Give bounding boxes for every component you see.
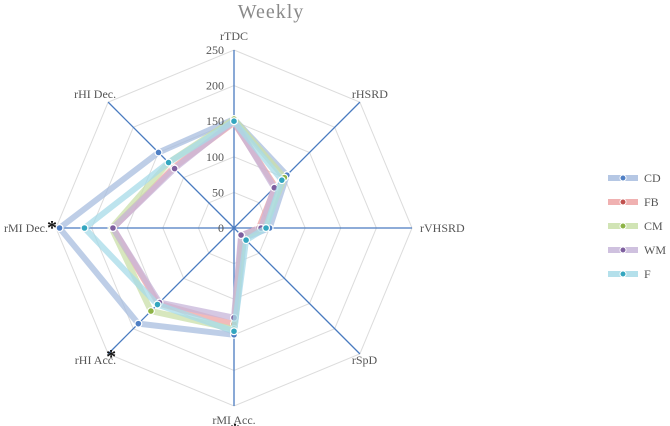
tick-label: 250 xyxy=(206,43,224,57)
legend-item-f: F xyxy=(608,267,651,281)
point-f-rtdc xyxy=(230,117,239,126)
point-cm-rhi-acc xyxy=(146,307,155,316)
legend-label: WM xyxy=(644,243,666,257)
legend-marker xyxy=(619,222,627,230)
tick-label: 150 xyxy=(206,114,224,128)
legend-label: F xyxy=(644,267,651,281)
legend-marker xyxy=(619,174,627,182)
point-f-rmi-acc xyxy=(230,327,239,336)
series-f xyxy=(80,117,286,336)
legend-marker xyxy=(619,246,627,254)
point-f-rhi-acc xyxy=(153,300,162,309)
legend-marker xyxy=(619,270,627,278)
significance-marker: * xyxy=(106,346,116,368)
point-cd-rhi-dec xyxy=(154,148,163,157)
significance-marker: * xyxy=(230,420,240,426)
legend-item-fb: FB xyxy=(608,195,659,209)
tick-label: 200 xyxy=(206,79,224,93)
axis-label-rhsrd: rHSRD xyxy=(352,87,388,101)
chart-title: Weekly xyxy=(238,1,305,23)
point-wm-rmi-dec xyxy=(108,224,117,233)
point-cd-rhi-acc xyxy=(134,319,143,328)
point-wm-rhi-dec xyxy=(170,164,179,173)
point-f-rhsrd xyxy=(277,176,286,185)
point-wm-rspd xyxy=(237,231,246,240)
series-layer xyxy=(55,115,291,339)
axis-label-rtdc: rTDC xyxy=(220,29,248,43)
point-f-rvhsrd xyxy=(262,224,271,233)
point-f-rspd xyxy=(242,236,251,245)
axis-label-rmi-dec: rMI Dec. xyxy=(4,221,48,235)
legend-item-wm: WM xyxy=(608,243,666,257)
tick-label: 50 xyxy=(212,185,224,199)
spoke-rspd xyxy=(233,227,361,355)
axis-label-rspd: rSpD xyxy=(352,353,378,367)
legend-item-cd: CD xyxy=(608,171,661,185)
axis-label-rhi-acc: rHI Acc. xyxy=(75,353,116,367)
legend: CD FB CM WM F xyxy=(608,171,666,281)
point-f-rmi-dec xyxy=(80,224,89,233)
legend-label: FB xyxy=(644,195,659,209)
axis-label-rvhsrd: rVHSRD xyxy=(420,221,465,235)
axis-label-rmi-acc: rMI Acc. xyxy=(212,413,255,426)
legend-marker xyxy=(619,198,627,206)
legend-label: CD xyxy=(644,171,661,185)
radial-tick-labels: 0 50 100 150 200 250 xyxy=(206,43,224,235)
spoke-rhsrd xyxy=(233,101,361,229)
point-cd-rmi-dec xyxy=(55,224,64,233)
axis-label-rhi-dec: rHI Dec. xyxy=(74,87,116,101)
axis-labels: rTDC rHSRD rVHSRD rSpD rMI Acc. rHI Acc. rMI D… xyxy=(4,29,465,426)
spoke-rhi-acc xyxy=(107,227,235,355)
significance-marker: * xyxy=(47,217,57,239)
tick-label: 100 xyxy=(206,150,224,164)
tick-label: 0 xyxy=(218,221,224,235)
significance-markers: * * * xyxy=(47,217,240,426)
legend-item-cm: CM xyxy=(608,219,663,233)
legend-label: CM xyxy=(644,219,663,233)
point-f-rhi-dec xyxy=(164,158,173,167)
